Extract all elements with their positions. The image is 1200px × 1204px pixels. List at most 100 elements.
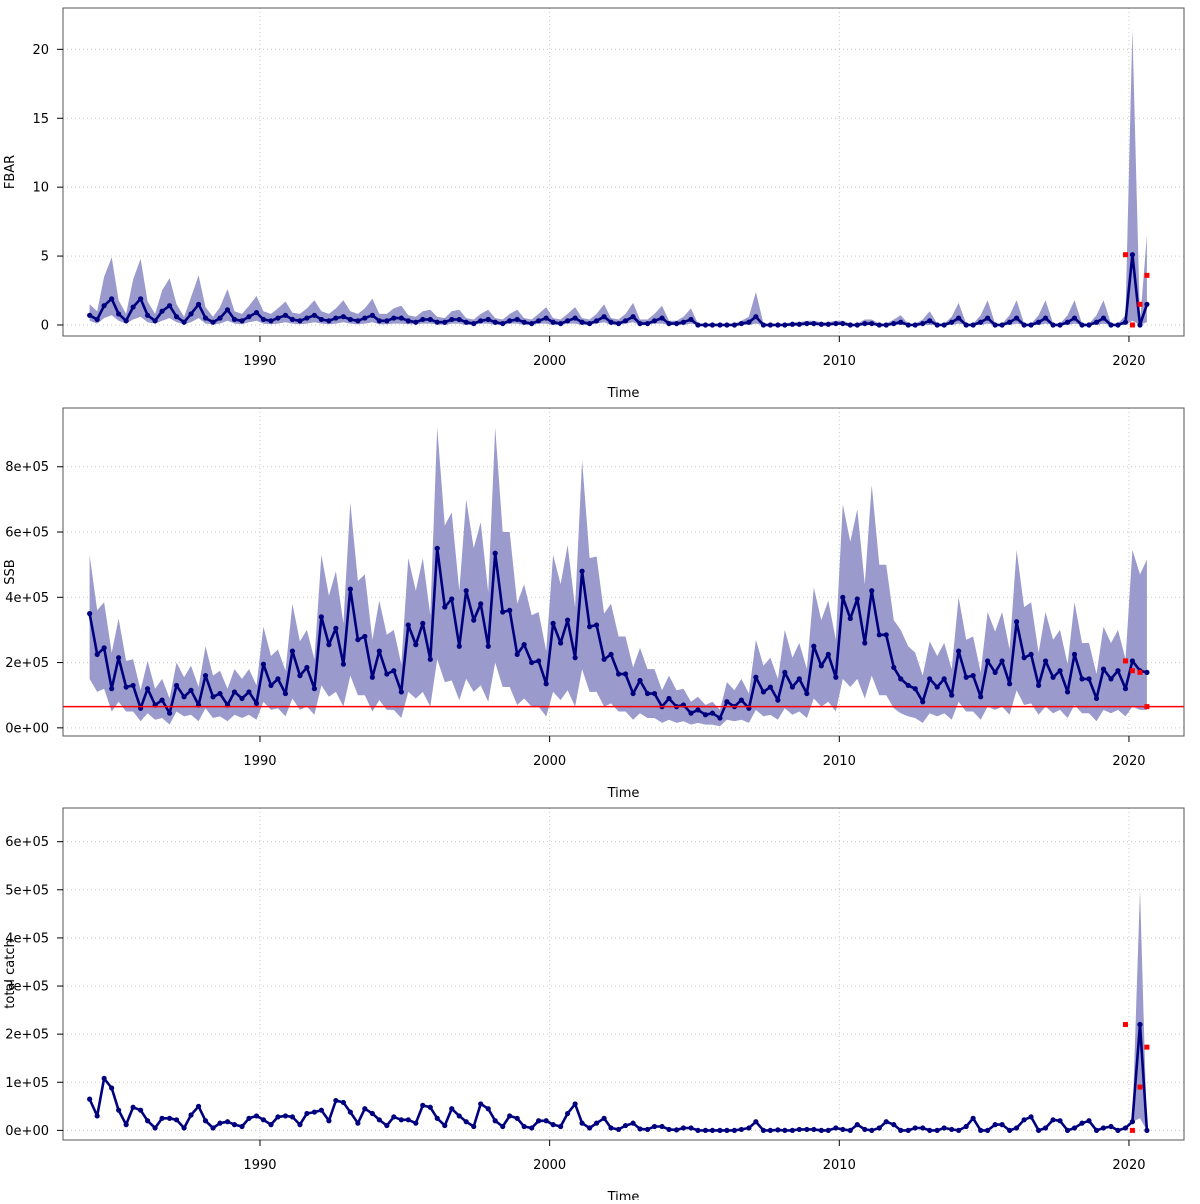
data-point <box>159 1115 165 1121</box>
data-point <box>369 674 375 680</box>
y-axis-label: SSB <box>3 559 18 584</box>
data-point <box>202 1118 209 1124</box>
data-point <box>840 1126 846 1133</box>
data-point <box>492 550 498 556</box>
data-point <box>905 322 911 328</box>
data-point <box>181 1125 187 1131</box>
data-point <box>941 676 947 682</box>
data-point <box>362 1106 368 1112</box>
data-point <box>463 588 469 594</box>
data-point <box>246 314 252 320</box>
data-point <box>970 1115 976 1121</box>
data-point <box>1079 322 1085 328</box>
data-point <box>173 1117 180 1123</box>
data-point <box>1137 1021 1143 1028</box>
x-tick-label: 2000 <box>533 754 566 769</box>
y-tick-label: 4e+05 <box>5 591 49 606</box>
data-point <box>463 319 469 325</box>
data-point <box>833 1125 839 1131</box>
data-point <box>934 684 940 690</box>
data-point <box>767 1127 773 1133</box>
data-point <box>811 1126 817 1133</box>
x-tick-label: 1990 <box>243 354 276 369</box>
data-point <box>130 682 136 689</box>
data-point <box>347 1109 353 1115</box>
data-point <box>876 632 882 638</box>
y-tick-label: 8e+05 <box>5 460 49 475</box>
data-point <box>101 645 107 651</box>
data-point <box>572 1101 578 1107</box>
data-point <box>318 1107 324 1113</box>
data-point <box>152 1125 158 1131</box>
data-point <box>999 658 1005 664</box>
y-tick-label: 20 <box>32 43 49 58</box>
data-point <box>355 318 361 324</box>
data-point <box>1086 322 1092 328</box>
data-point <box>724 699 730 705</box>
data-point <box>869 1127 875 1133</box>
data-point <box>666 695 672 702</box>
data-point <box>333 625 339 631</box>
data-point <box>985 1127 991 1133</box>
x-tick-label: 1990 <box>243 1158 276 1173</box>
data-point <box>688 710 694 716</box>
data-point <box>144 686 151 692</box>
data-point <box>434 545 440 551</box>
data-point <box>558 320 564 327</box>
data-point <box>311 312 318 318</box>
data-point <box>1100 315 1107 321</box>
data-point <box>442 1122 448 1129</box>
data-point <box>398 315 404 321</box>
data-point <box>587 624 593 630</box>
data-point <box>956 1127 962 1133</box>
data-point <box>804 320 810 327</box>
data-point <box>449 1106 455 1112</box>
forecast-point <box>1137 669 1143 675</box>
data-point <box>709 710 716 716</box>
data-point <box>130 1104 136 1110</box>
data-point <box>420 1102 426 1108</box>
data-point <box>963 1123 969 1130</box>
data-point <box>891 320 897 327</box>
data-point <box>109 296 115 302</box>
data-point <box>1035 319 1042 325</box>
data-point <box>854 596 860 602</box>
data-point <box>239 695 245 702</box>
data-point <box>883 322 889 328</box>
x-tick-label: 2010 <box>823 1158 856 1173</box>
data-point <box>630 1120 636 1126</box>
data-point <box>123 318 129 324</box>
data-point <box>507 1113 513 1119</box>
data-point <box>202 315 209 321</box>
data-point <box>1028 651 1034 658</box>
data-point <box>564 318 571 324</box>
data-point <box>391 668 397 674</box>
data-point <box>391 315 397 321</box>
data-point <box>485 643 491 649</box>
data-point <box>833 320 839 327</box>
data-point <box>1079 676 1085 682</box>
data-point <box>550 1122 556 1128</box>
data-point <box>949 1126 955 1133</box>
data-point <box>94 651 100 658</box>
data-point <box>891 1122 897 1128</box>
data-point <box>615 1126 622 1133</box>
series-line <box>88 1023 1149 1132</box>
data-point <box>579 568 585 574</box>
data-point <box>572 315 578 321</box>
data-point <box>738 697 744 703</box>
data-point <box>825 651 831 658</box>
data-point <box>1013 619 1020 625</box>
data-point <box>738 1126 744 1133</box>
data-point <box>738 320 744 327</box>
data-point <box>376 1117 382 1123</box>
data-point <box>869 320 875 327</box>
data-point <box>724 322 730 328</box>
data-point <box>1028 322 1034 328</box>
data-point <box>492 319 498 325</box>
data-point <box>449 316 455 323</box>
data-point <box>659 315 665 321</box>
data-point <box>1035 1127 1042 1133</box>
data-point <box>978 1127 984 1133</box>
data-point <box>138 296 144 302</box>
